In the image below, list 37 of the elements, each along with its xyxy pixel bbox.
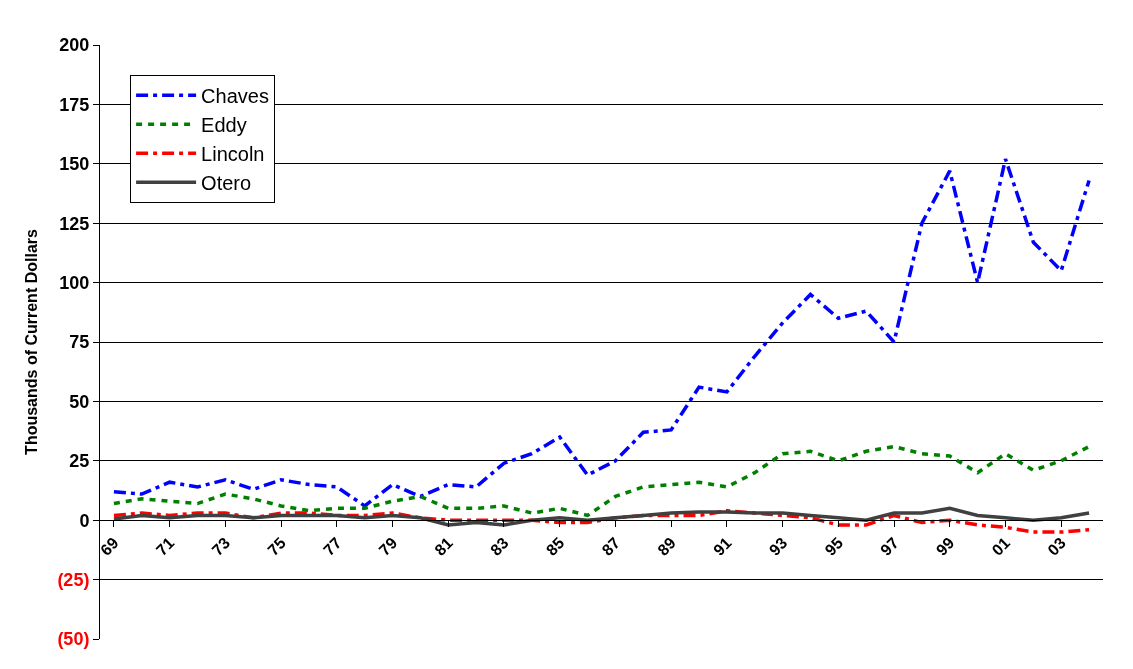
y-axis-title: Thousands of Current Dollars	[23, 229, 41, 455]
line-series	[112, 444, 1091, 518]
x-tick-label: 77	[319, 534, 345, 559]
y-tick-label: 0	[79, 510, 90, 531]
legend-label: Eddy	[201, 114, 247, 136]
x-tick-label: 99	[932, 534, 958, 559]
x-tick-label: 03	[1044, 534, 1070, 559]
x-tick-label: 87	[598, 534, 624, 559]
line-series	[112, 506, 1091, 527]
legend-label: Chaves	[201, 85, 269, 107]
y-tick-label: (25)	[57, 569, 90, 590]
x-tick-label: 95	[821, 534, 847, 559]
line-series	[112, 508, 1091, 534]
x-tick-label: 83	[487, 534, 512, 559]
y-tick-label: 75	[69, 332, 90, 353]
x-tick-label: 81	[431, 534, 457, 559]
x-tick-label: 71	[152, 534, 178, 559]
x-tick-label: 75	[264, 534, 289, 559]
x-tick-label: 85	[542, 534, 568, 559]
legend-label: Lincoln	[201, 143, 265, 165]
x-tick-label: 97	[877, 534, 902, 559]
legend-label: Otero	[201, 172, 252, 194]
x-tick-label: 91	[710, 534, 735, 559]
x-tick-label: 69	[97, 534, 122, 559]
y-tick-label: (50)	[57, 629, 90, 650]
x-tick-label: 79	[375, 534, 401, 559]
x-tick-label: 01	[988, 534, 1014, 559]
y-tick-label: 175	[59, 94, 90, 115]
x-tick-label: 89	[654, 534, 679, 559]
y-tick-label: 50	[69, 391, 90, 412]
y-tick-label: 100	[59, 272, 90, 293]
y-tick-label: 150	[59, 154, 90, 175]
y-tick-label: 125	[59, 213, 90, 234]
x-tick-label: 73	[208, 534, 234, 559]
x-tick-label: 93	[765, 534, 791, 559]
y-tick-label: 200	[59, 35, 90, 56]
y-tick-label: 25	[69, 451, 90, 472]
